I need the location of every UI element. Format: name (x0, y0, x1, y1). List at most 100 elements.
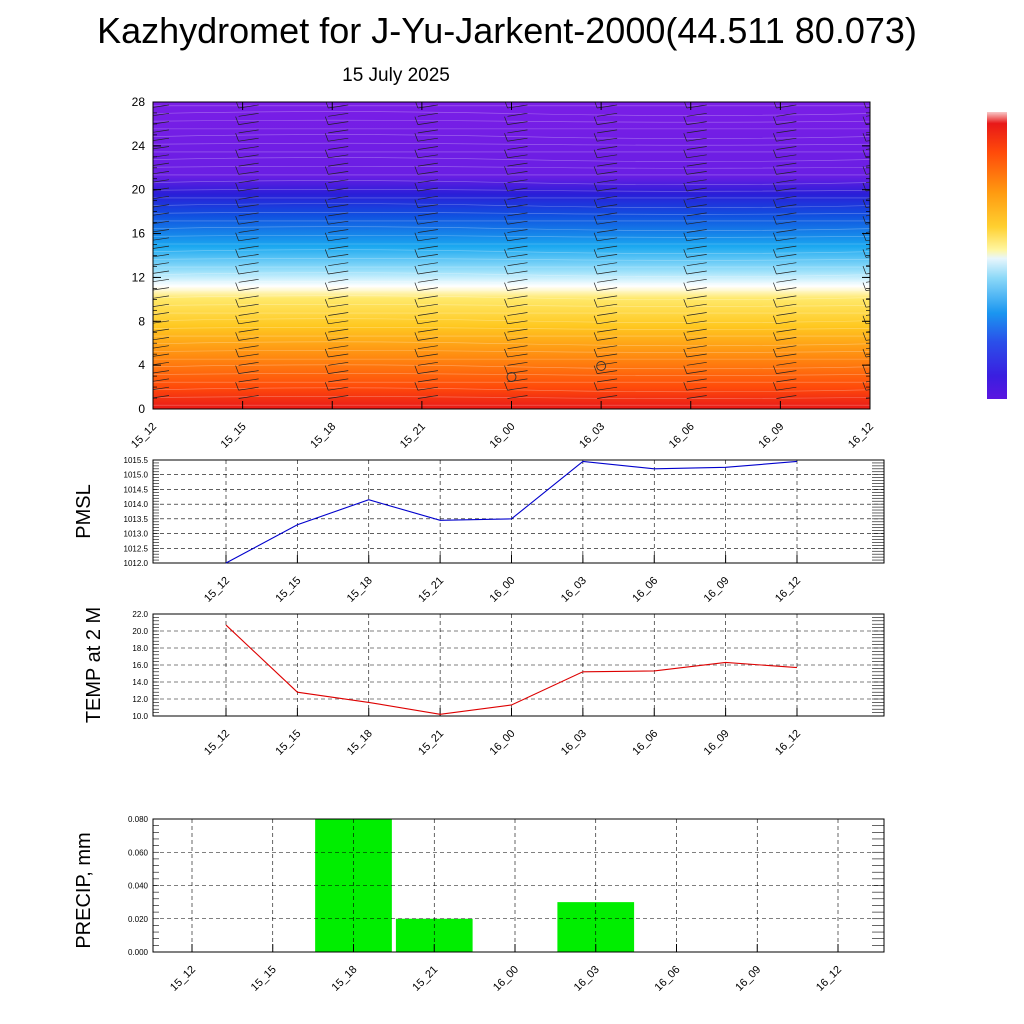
height-time-field (153, 102, 870, 409)
wind-barb (153, 179, 170, 183)
wind-barb (153, 171, 170, 175)
wind-barb (507, 320, 528, 325)
wind-barb (328, 278, 349, 283)
wind-barb (507, 195, 528, 200)
y-tick-label: 1014.5 (124, 485, 149, 494)
wind-barb (153, 328, 170, 332)
wind-barb (238, 220, 259, 225)
wind-barb (328, 254, 349, 258)
pmsl-frame (152, 459, 885, 564)
wind-barb (153, 361, 170, 366)
wind-barb (417, 254, 438, 258)
wind-barb (153, 254, 170, 258)
x-tick-label: 16_09 (702, 728, 732, 758)
x-tick-label: 16_09 (702, 575, 732, 605)
wind-barb (417, 303, 438, 308)
wind-barb (597, 361, 618, 366)
wind-barb (507, 353, 528, 358)
x-tick-label: 16_12 (814, 964, 844, 994)
wind-barb (597, 270, 618, 275)
wind-barb (507, 187, 528, 192)
wind-barb (776, 195, 797, 200)
wind-barb (865, 165, 870, 167)
wind-barb (328, 295, 349, 300)
wind-barb (417, 154, 438, 159)
wind-barb (776, 245, 797, 250)
wind-barb (328, 112, 349, 117)
wind-barb (238, 195, 259, 200)
wind-barb (153, 287, 170, 291)
wind-barb (776, 320, 797, 325)
wind-barb (507, 179, 528, 184)
wind-barb (238, 370, 259, 374)
wind-barb (776, 370, 797, 374)
wind-barb (776, 171, 797, 175)
wind-barb (686, 370, 707, 374)
wind-barb (597, 345, 618, 350)
wind-barb (238, 353, 259, 358)
wind-barb (597, 395, 618, 399)
wind-barb (776, 303, 797, 308)
wind-barb (597, 287, 618, 291)
wind-barb (686, 195, 707, 200)
wind-barb (686, 129, 707, 134)
y-tick-label: 1012.5 (124, 544, 149, 553)
y-tick-label: 12 (132, 270, 146, 284)
wind-barb (597, 179, 618, 184)
wind-barb (686, 270, 707, 275)
wind-barb (597, 320, 618, 325)
wind-barb (153, 112, 170, 117)
wind-barb (865, 389, 870, 391)
wind-barb (776, 220, 797, 225)
wind-barb (776, 204, 797, 208)
wind-barb (238, 245, 259, 250)
wind-barb (507, 337, 528, 341)
wind-barb (153, 146, 170, 150)
wind-barb (686, 162, 707, 167)
wind-barb (328, 270, 349, 275)
y-tick-label: 0.060 (128, 848, 149, 857)
x-tick-label: 16_12 (773, 575, 803, 605)
wind-barb (865, 131, 870, 134)
wind-barb (686, 245, 707, 250)
wind-barb (238, 378, 259, 383)
wind-barb (865, 214, 870, 217)
wind-barb (328, 378, 349, 383)
wind-barb (417, 328, 438, 333)
x-tick-label: 15_15 (273, 575, 303, 605)
wind-barb (776, 270, 797, 275)
wind-barb (417, 337, 438, 341)
wind-barb (153, 278, 170, 283)
wind-barb (328, 171, 349, 175)
wind-barb (238, 179, 259, 184)
wind-barb (686, 212, 707, 217)
wind-barb (865, 322, 870, 325)
x-tick-label: 16_03 (572, 964, 602, 994)
wind-barb (153, 129, 170, 133)
wind-barb (328, 312, 349, 316)
wind-barb (507, 220, 528, 225)
wind-barb (597, 337, 618, 341)
wind-barb (686, 337, 707, 341)
wind-barb (328, 146, 349, 150)
wind-barb (417, 245, 438, 250)
wind-barb (417, 129, 438, 134)
wind-barb (865, 231, 870, 233)
wind-barb (328, 162, 349, 167)
y-tick-label: 1013.0 (124, 530, 149, 539)
x-tick-label: 15_21 (398, 421, 428, 451)
wind-barb (238, 287, 259, 291)
wind-barb (865, 148, 870, 150)
wind-barb (597, 154, 618, 159)
wind-barb (776, 278, 797, 283)
wind-barb (865, 156, 870, 159)
wind-barb (153, 262, 170, 266)
x-tick-label: 16_00 (488, 575, 518, 605)
wind-barb (776, 212, 797, 217)
wind-barb (238, 303, 259, 308)
wind-barb (776, 295, 797, 300)
wind-barb (417, 137, 438, 142)
x-tick-label: 16_03 (577, 421, 607, 451)
wind-barb (776, 129, 797, 134)
wind-barb (776, 104, 797, 109)
